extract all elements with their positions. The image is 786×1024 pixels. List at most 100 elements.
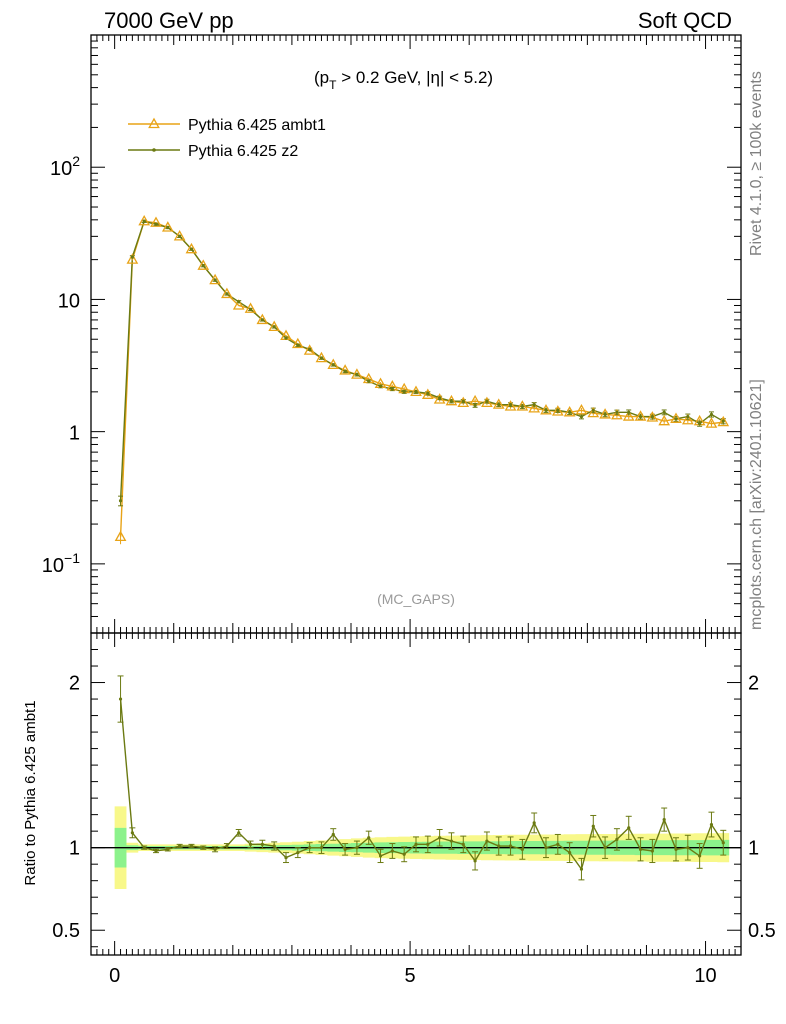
ratio-point-z2 xyxy=(426,842,430,846)
ratio-point-z2 xyxy=(272,844,276,848)
legend-entry-label: Pythia 6.425 ambt1 xyxy=(188,117,326,134)
data-point-ambt1 xyxy=(445,394,458,406)
main-axis-ticks: 10−1 1 10 102 xyxy=(42,34,742,634)
legend-entry-label: Pythia 6.425 z2 xyxy=(188,143,298,160)
ratio-y-tick-label-right: 2 xyxy=(748,673,759,695)
data-point-ambt1 xyxy=(327,358,340,370)
data-point-z2 xyxy=(130,255,134,259)
data-point-ambt1 xyxy=(705,417,718,428)
data-point-z2 xyxy=(709,412,714,417)
legend-marker-dot xyxy=(152,148,156,152)
data-point-ambt1 xyxy=(551,405,564,416)
ratio-panel: 0 5 10 0.5 0.5 1 1 2 2 xyxy=(52,632,776,987)
ratio-point-z2 xyxy=(615,837,619,842)
ratio-point-z2 xyxy=(154,849,158,853)
data-point-z2 xyxy=(272,325,276,329)
data-point-ambt1 xyxy=(575,403,588,415)
data-point-z2 xyxy=(532,403,536,407)
ratio-point-z2 xyxy=(721,841,725,845)
ratio-point-z2 xyxy=(118,697,123,701)
ratio-point-z2 xyxy=(130,831,134,835)
ratio-y-axis-label: Ratio to Pythia 6.425 ambt1 xyxy=(22,700,39,885)
data-point-z2 xyxy=(579,414,584,419)
ratio-panel-frame xyxy=(90,632,742,956)
ratio-point-z2 xyxy=(319,846,324,850)
data-point-z2 xyxy=(721,419,725,423)
ratio-point-z2 xyxy=(520,847,524,851)
ratio-point-z2 xyxy=(544,846,548,850)
ratio-point-z2 xyxy=(178,844,182,848)
main-plot-area xyxy=(114,214,730,545)
data-point-ambt1 xyxy=(351,368,363,379)
ratio-point-z2 xyxy=(225,844,229,848)
data-point-ambt1 xyxy=(646,411,659,422)
data-point-z2 xyxy=(603,412,607,417)
data-point-ambt1 xyxy=(197,259,210,270)
data-point-z2 xyxy=(166,225,170,230)
ratio-y-tick-label-right: 1 xyxy=(748,838,759,860)
y-tick-label: 10−1 xyxy=(42,550,80,577)
data-point-z2 xyxy=(508,403,513,407)
data-point-z2 xyxy=(698,422,702,426)
data-point-z2 xyxy=(225,292,229,296)
ratio-point-z2 xyxy=(650,849,654,853)
ratio-y-tick-label: 1 xyxy=(69,838,80,860)
data-point-ambt1 xyxy=(256,313,269,325)
ratio-point-z2 xyxy=(603,846,607,850)
legend: Pythia 6.425 ambt1 Pythia 6.425 z2 xyxy=(128,117,326,160)
data-point-ambt1 xyxy=(221,287,233,299)
data-point-z2 xyxy=(367,379,371,383)
data-point-z2 xyxy=(390,387,394,391)
data-point-z2 xyxy=(426,391,430,395)
y-tick-label: 10 xyxy=(58,290,80,312)
ratio-point-z2 xyxy=(296,851,300,855)
ratio-point-z2 xyxy=(532,821,536,825)
data-point-ambt1 xyxy=(126,253,139,264)
data-point-z2 xyxy=(237,300,241,304)
ratio-point-z2 xyxy=(568,851,572,855)
data-point-ambt1 xyxy=(433,393,446,404)
data-point-ambt1 xyxy=(410,385,422,396)
data-point-ambt1 xyxy=(717,415,730,427)
ratio-point-z2 xyxy=(556,842,560,846)
data-point-z2 xyxy=(686,414,690,419)
data-point-ambt1 xyxy=(138,214,151,226)
ratio-point-z2 xyxy=(461,842,465,846)
x-tick-label: 10 xyxy=(694,965,716,987)
mcplots-reference-label: mcplots.cern.ch [arXiv:2401.10621] xyxy=(748,379,765,630)
data-point-ambt1 xyxy=(339,364,351,375)
data-point-ambt1 xyxy=(315,351,328,363)
x-tick-label: 5 xyxy=(405,965,416,987)
ratio-point-z2 xyxy=(686,846,690,850)
data-point-z2 xyxy=(142,219,146,223)
data-point-z2 xyxy=(449,399,454,403)
data-point-z2 xyxy=(662,410,666,414)
data-point-ambt1 xyxy=(457,396,470,408)
ratio-point-z2 xyxy=(449,839,454,843)
data-point-z2 xyxy=(260,318,264,322)
data-point-ambt1 xyxy=(114,530,127,542)
header-right: Soft QCD xyxy=(638,8,732,33)
data-point-z2 xyxy=(213,278,217,282)
data-point-z2 xyxy=(438,396,442,400)
data-point-z2 xyxy=(308,347,312,351)
data-point-ambt1 xyxy=(161,221,174,232)
data-point-z2 xyxy=(674,417,678,421)
legend-marker-triangle xyxy=(148,117,160,129)
data-point-ambt1 xyxy=(291,337,304,349)
data-point-ambt1 xyxy=(492,398,505,409)
data-point-z2 xyxy=(331,363,335,367)
data-point-z2 xyxy=(461,399,465,403)
data-point-z2 xyxy=(402,390,406,394)
ratio-y-tick-label: 2 xyxy=(69,673,80,695)
data-point-z2 xyxy=(414,390,418,394)
data-point-ambt1 xyxy=(185,242,198,254)
data-point-z2 xyxy=(343,369,347,374)
data-point-z2 xyxy=(378,384,383,388)
series-line-ambt1 xyxy=(119,220,724,537)
data-point-ambt1 xyxy=(150,216,162,227)
data-point-ambt1 xyxy=(670,412,682,423)
ratio-point-z2 xyxy=(260,842,264,846)
ratio-point-z2 xyxy=(189,844,194,848)
